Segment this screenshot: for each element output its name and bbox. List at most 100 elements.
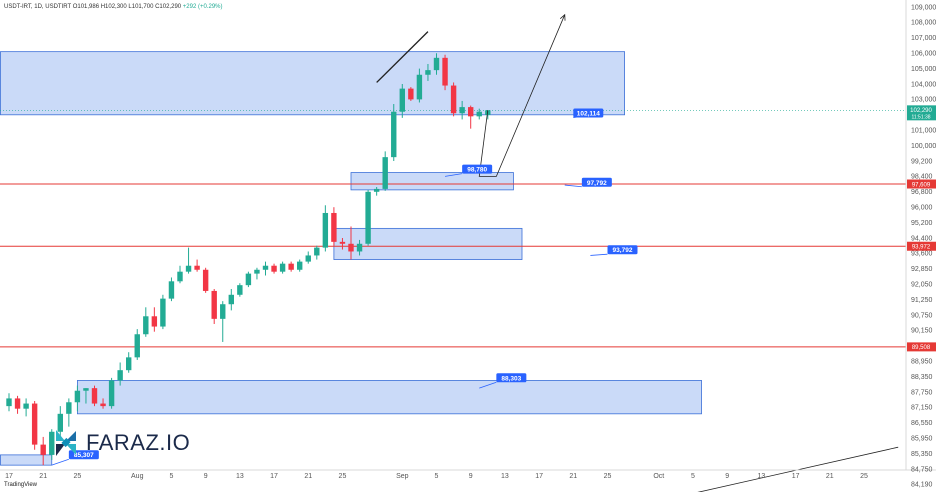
callout-layer: 102,114 98,780 97,792 93,792 88,303 85,307 [51,108,638,466]
candle-body[interactable] [74,390,81,403]
y-tick-label: 85,950 [911,436,933,443]
callout-box[interactable] [607,245,638,255]
candle-body[interactable] [211,290,217,319]
candle-body[interactable] [391,111,397,158]
candle-body[interactable] [66,402,72,414]
candle-body[interactable] [279,263,286,272]
current-price-tag [907,105,936,121]
candle-body[interactable] [6,398,12,407]
candle-body[interactable] [399,88,405,112]
callout-label: 97,792 [587,180,607,187]
change-value: +292 (+0.29%) [182,4,223,10]
candle-body[interactable] [100,403,106,407]
candle-body[interactable] [245,273,252,286]
y-tick-label: 105,000 [911,66,936,73]
candle-body[interactable] [433,57,440,71]
candle-body[interactable] [339,241,346,244]
candle-body[interactable] [262,265,269,270]
y-tick-label: 87,750 [911,389,933,396]
candle-body[interactable] [331,212,337,242]
current-price-label: 102,290 [910,108,932,114]
candle-body[interactable] [382,157,388,189]
price-tag [907,241,936,251]
supply-demand-zone[interactable] [0,454,53,466]
y-tick-label: 95,200 [911,220,933,227]
candle-body[interactable] [416,74,423,100]
candle-body[interactable] [83,388,89,391]
x-tick-label: 9 [725,473,729,480]
candle-body[interactable] [348,243,354,252]
candle-body[interactable] [425,70,431,75]
candle-body[interactable] [305,255,311,262]
candle-body[interactable] [168,281,175,299]
candle-body[interactable] [373,188,380,192]
y-tick-label: 90,750 [911,312,933,319]
callout-box[interactable] [581,177,612,187]
candle-body[interactable] [108,380,115,407]
candle-body[interactable] [476,111,482,117]
callout-pointer [444,173,463,177]
trend-line[interactable] [376,31,429,83]
candle-body[interactable] [117,370,123,381]
candle-body[interactable] [14,398,21,409]
callout-box[interactable] [462,164,493,174]
callout-label: 98,780 [467,167,487,174]
candle-body[interactable] [31,403,38,445]
trend-line[interactable] [684,446,899,492]
y-tick-label: 88,350 [911,374,933,381]
candle-body[interactable] [459,107,465,114]
x-tick-label: Oct [653,473,664,480]
supply-demand-zone[interactable] [0,51,626,116]
callout-box[interactable] [68,450,99,460]
candle-body[interactable] [228,294,234,305]
faraz-logo-icon [56,430,76,456]
callout-box[interactable] [496,373,527,383]
candle-body[interactable] [134,334,140,358]
candle-body[interactable] [365,191,371,244]
x-tick-label: 21 [304,473,312,480]
candle-body[interactable] [468,107,474,117]
candle-body[interactable] [271,265,277,272]
callout-box[interactable] [573,108,604,118]
candle-body[interactable] [322,212,329,248]
supply-demand-zone[interactable] [350,172,514,191]
x-tick-label: 17 [535,473,543,480]
candle-body[interactable] [254,269,260,274]
candle-body[interactable] [442,57,448,86]
y-tick-label: 94,400 [911,235,933,242]
candle-body[interactable] [143,316,149,335]
candle-body[interactable] [160,298,166,327]
x-tick-label: 21 [826,473,834,480]
candle-body[interactable] [91,388,98,404]
y-tick-label: 106,000 [911,51,936,58]
y-tick-label: 104,000 [911,81,936,88]
tradingview-badge[interactable]: TradingView [4,482,37,488]
x-tick-label: 13 [501,473,509,480]
candle-body[interactable] [177,271,183,282]
candle-body[interactable] [57,413,63,432]
candle-body[interactable] [314,247,320,256]
ohlc-values: O101,986 H102,300 L101,700 C102,290 [72,4,182,10]
supply-demand-zone[interactable] [77,380,702,415]
candle-body[interactable] [194,265,200,270]
candle-body[interactable] [297,261,303,270]
x-tick-label: 25 [604,473,612,480]
candle-body[interactable] [49,431,55,455]
candle-body[interactable] [408,88,414,100]
candle-body[interactable] [185,265,192,272]
x-tick-label: 21 [569,473,577,480]
candle-body[interactable] [151,316,158,327]
y-tick-label: 100,000 [911,143,936,150]
candle-body[interactable] [23,403,29,409]
candle-body[interactable] [237,285,243,295]
candle-body[interactable] [450,85,457,114]
candle-body[interactable] [126,357,132,371]
projection-arrow-path[interactable] [478,14,566,177]
y-tick-label: 92,850 [911,266,933,273]
candle-body[interactable] [288,263,294,270]
candle-body[interactable] [202,269,209,291]
candle-body[interactable] [356,243,363,252]
candle-body[interactable] [40,444,46,455]
candle-body[interactable] [220,304,226,319]
